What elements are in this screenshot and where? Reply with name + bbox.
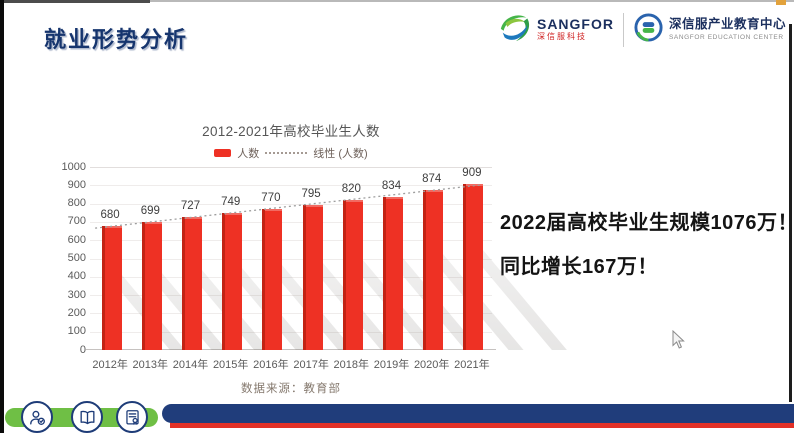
y-tick-600: 600 — [67, 233, 86, 246]
mouse-cursor-icon — [672, 329, 685, 355]
bar-value-2019年: 834 — [381, 180, 402, 193]
window-left-edge — [0, 0, 4, 433]
bar-2013年 — [141, 222, 162, 350]
footer-blue-bar — [162, 404, 794, 423]
y-tick-900: 900 — [67, 178, 86, 191]
education-center-en-text: SANGFOR EDUCATION CENTER — [668, 33, 784, 41]
window-top-edge-dark — [0, 0, 150, 3]
bar-2012年 — [101, 225, 122, 350]
bar-value-2013年: 699 — [140, 205, 160, 218]
sangfor-globe-icon — [498, 10, 532, 49]
certificate-icon[interactable] — [116, 401, 148, 433]
window-right-edge — [789, 24, 792, 402]
bar-value-2020年: 874 — [422, 173, 442, 186]
gridline-600 — [90, 240, 492, 242]
open-book-icon[interactable] — [71, 401, 103, 433]
sangfor-brand-cn-text: 深信服科技 — [536, 31, 587, 41]
bar-value-2021年: 909 — [462, 166, 482, 179]
gridline-400 — [90, 276, 492, 278]
y-tick-100: 100 — [67, 325, 86, 338]
x-tick-2013年: 2013年 — [132, 359, 169, 371]
x-tick-2015年: 2015年 — [212, 359, 249, 371]
gridline-100 — [90, 331, 492, 333]
legend-label-bars: 人数 — [237, 148, 260, 160]
gridline-1000 — [90, 167, 492, 168]
graduates-bar-chart: 2012-2021年高校毕业生人数 人数 线性 (人数) 680 699 727 74… — [58, 112, 568, 407]
footer-red-stripe — [170, 422, 794, 428]
bar-2016年 — [262, 209, 283, 350]
bar-2015年 — [222, 212, 243, 350]
callout-line-1: 2022届高校毕业生规模1076万！ — [500, 212, 794, 234]
legend-bar-swatch — [214, 149, 232, 157]
gridline-200 — [90, 313, 492, 315]
gridline-300 — [90, 295, 492, 297]
logo-divider — [622, 12, 624, 47]
x-tick-2020年: 2020年 — [413, 359, 450, 371]
bar-2021年 — [463, 183, 484, 350]
bar-2020年 — [423, 190, 444, 350]
bar-2018年 — [342, 199, 363, 350]
callout-line-2: 同比增长167万！ — [500, 256, 658, 278]
window-corner-notch — [776, 0, 786, 5]
window-top-edge — [0, 0, 794, 2]
y-tick-300: 300 — [67, 288, 86, 301]
gridline-800 — [90, 203, 492, 205]
header-logos: SANGFOR 深信服科技 深信服产业教育中心 SANGFOR EDUCATIO… — [498, 10, 786, 49]
bar-value-2016年: 770 — [261, 192, 281, 205]
y-tick-400: 400 — [67, 270, 86, 283]
education-center-logo: 深信服产业教育中心 SANGFOR EDUCATION CENTER — [633, 12, 786, 48]
x-tick-2016年: 2016年 — [253, 359, 289, 371]
bar-value-2014年: 727 — [180, 199, 201, 212]
x-tick-2019年: 2019年 — [373, 359, 410, 371]
sangfor-logo: SANGFOR 深信服科技 — [498, 10, 614, 49]
bar-2019年 — [383, 197, 403, 350]
page-title: 就业形势分析 — [44, 27, 189, 52]
chart-source: 数据来源：教育部 — [241, 383, 341, 395]
legend-label-trend: 线性 (人数) — [313, 148, 368, 160]
y-tick-1000: 1000 — [61, 160, 86, 173]
x-tick-2014年: 2014年 — [172, 359, 209, 371]
sangfor-brand-text: SANGFOR — [536, 16, 614, 33]
y-tick-700: 700 — [67, 215, 86, 228]
bar-2014年 — [182, 216, 202, 350]
x-tick-2018年: 2018年 — [333, 359, 370, 371]
plot-area: 680 699 727 749 770 795 820 834 874 909 — [86, 166, 568, 350]
y-tick-200: 200 — [67, 306, 86, 319]
bar-value-2018年: 820 — [341, 182, 361, 195]
bar-value-2012年: 680 — [100, 208, 120, 221]
legend-dotted-line-swatch — [265, 152, 308, 154]
user-check-icon[interactable] — [21, 401, 53, 433]
gridline-700 — [90, 221, 492, 223]
x-tick-2021年: 2021年 — [454, 359, 490, 371]
y-tick-0: 0 — [79, 343, 86, 356]
chart-title: 2012-2021年高校毕业生人数 — [202, 124, 380, 139]
trendline — [95, 184, 482, 229]
bar-value-2017年: 795 — [301, 187, 321, 200]
x-axis-line — [86, 349, 496, 350]
x-tick-2012年: 2012年 — [92, 359, 128, 371]
y-tick-500: 500 — [67, 252, 86, 264]
bar-value-2015年: 749 — [221, 195, 241, 208]
x-tick-2017年: 2017年 — [293, 359, 329, 371]
bar-2017年 — [302, 204, 323, 350]
education-center-badge-icon — [633, 12, 664, 48]
y-tick-800: 800 — [67, 197, 86, 210]
education-center-cn-text: 深信服产业教育中心 — [668, 17, 786, 32]
chart-legend: 人数 线性 (人数) — [71, 145, 511, 161]
gridline-900 — [90, 185, 492, 187]
gridline-500 — [90, 258, 492, 260]
